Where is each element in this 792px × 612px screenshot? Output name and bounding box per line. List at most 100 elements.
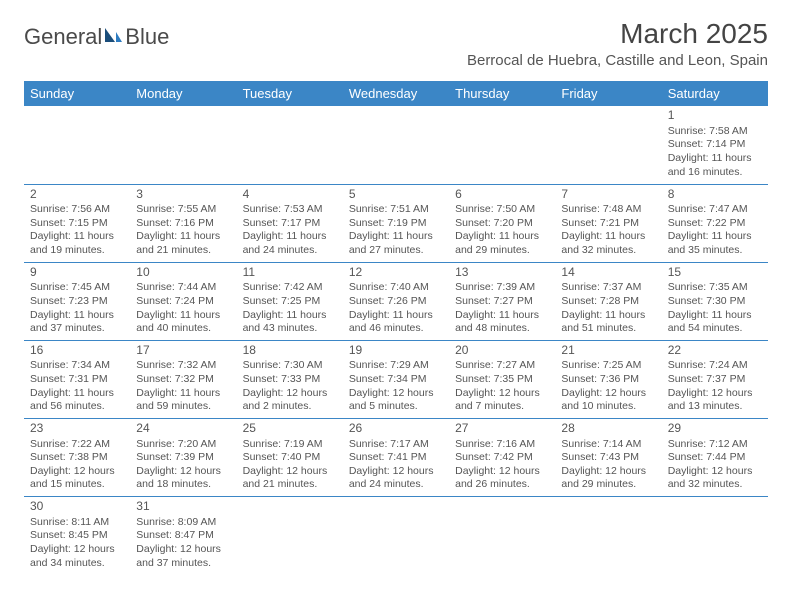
logo-text-2: Blue	[125, 24, 169, 50]
sunset-line: Sunset: 8:45 PM	[30, 529, 124, 543]
day-cell: 4Sunrise: 7:53 AMSunset: 7:17 PMDaylight…	[237, 184, 343, 262]
sunset-line: Sunset: 7:26 PM	[349, 295, 443, 309]
day-number: 17	[136, 343, 230, 359]
logo: General Blue	[24, 24, 169, 50]
daylight-line-2: and 37 minutes.	[30, 322, 124, 336]
daylight-line-1: Daylight: 12 hours	[455, 465, 549, 479]
day-number: 29	[668, 421, 762, 437]
day-cell: 11Sunrise: 7:42 AMSunset: 7:25 PMDayligh…	[237, 262, 343, 340]
day-number: 14	[561, 265, 655, 281]
day-number: 26	[349, 421, 443, 437]
daylight-line-1: Daylight: 12 hours	[30, 543, 124, 557]
daylight-line-2: and 2 minutes.	[243, 400, 337, 414]
sail-icon	[103, 26, 123, 49]
day-number: 8	[668, 187, 762, 203]
sunrise-line: Sunrise: 8:11 AM	[30, 516, 124, 530]
sunrise-line: Sunrise: 7:56 AM	[30, 203, 124, 217]
empty-cell	[662, 497, 768, 575]
day-cell: 17Sunrise: 7:32 AMSunset: 7:32 PMDayligh…	[130, 340, 236, 418]
sunrise-line: Sunrise: 7:53 AM	[243, 203, 337, 217]
daylight-line-2: and 29 minutes.	[455, 244, 549, 258]
sunrise-line: Sunrise: 7:39 AM	[455, 281, 549, 295]
day-number: 28	[561, 421, 655, 437]
location-subtitle: Berrocal de Huebra, Castille and Leon, S…	[467, 52, 768, 69]
daylight-line-2: and 10 minutes.	[561, 400, 655, 414]
empty-cell	[555, 106, 661, 184]
day-cell: 30Sunrise: 8:11 AMSunset: 8:45 PMDayligh…	[24, 497, 130, 575]
day-cell: 2Sunrise: 7:56 AMSunset: 7:15 PMDaylight…	[24, 184, 130, 262]
daylight-line-1: Daylight: 12 hours	[136, 465, 230, 479]
daylight-line-1: Daylight: 12 hours	[243, 387, 337, 401]
daylight-line-1: Daylight: 12 hours	[30, 465, 124, 479]
daylight-line-1: Daylight: 11 hours	[243, 309, 337, 323]
sunset-line: Sunset: 7:42 PM	[455, 451, 549, 465]
daylight-line-2: and 7 minutes.	[455, 400, 549, 414]
sunrise-line: Sunrise: 7:50 AM	[455, 203, 549, 217]
empty-cell	[449, 497, 555, 575]
daylight-line-1: Daylight: 11 hours	[561, 309, 655, 323]
daylight-line-1: Daylight: 12 hours	[349, 465, 443, 479]
calendar-row: 9Sunrise: 7:45 AMSunset: 7:23 PMDaylight…	[24, 262, 768, 340]
day-cell: 9Sunrise: 7:45 AMSunset: 7:23 PMDaylight…	[24, 262, 130, 340]
sunrise-line: Sunrise: 7:22 AM	[30, 438, 124, 452]
daylight-line-2: and 43 minutes.	[243, 322, 337, 336]
empty-cell	[237, 497, 343, 575]
calendar-row: 1Sunrise: 7:58 AMSunset: 7:14 PMDaylight…	[24, 106, 768, 184]
sunset-line: Sunset: 7:22 PM	[668, 217, 762, 231]
sunrise-line: Sunrise: 7:45 AM	[30, 281, 124, 295]
daylight-line-2: and 32 minutes.	[561, 244, 655, 258]
sunrise-line: Sunrise: 7:29 AM	[349, 359, 443, 373]
sunset-line: Sunset: 7:39 PM	[136, 451, 230, 465]
daylight-line-1: Daylight: 11 hours	[30, 387, 124, 401]
daylight-line-1: Daylight: 11 hours	[136, 230, 230, 244]
calendar-row: 16Sunrise: 7:34 AMSunset: 7:31 PMDayligh…	[24, 340, 768, 418]
sunrise-line: Sunrise: 7:19 AM	[243, 438, 337, 452]
daylight-line-2: and 26 minutes.	[455, 478, 549, 492]
sunrise-line: Sunrise: 7:20 AM	[136, 438, 230, 452]
weekday-header-row: Sunday Monday Tuesday Wednesday Thursday…	[24, 81, 768, 106]
day-number: 31	[136, 499, 230, 515]
day-number: 27	[455, 421, 549, 437]
day-cell: 27Sunrise: 7:16 AMSunset: 7:42 PMDayligh…	[449, 418, 555, 496]
weekday-header: Saturday	[662, 81, 768, 106]
day-cell: 28Sunrise: 7:14 AMSunset: 7:43 PMDayligh…	[555, 418, 661, 496]
day-number: 3	[136, 187, 230, 203]
daylight-line-1: Daylight: 11 hours	[455, 230, 549, 244]
day-number: 4	[243, 187, 337, 203]
sunrise-line: Sunrise: 7:58 AM	[668, 125, 762, 139]
day-cell: 10Sunrise: 7:44 AMSunset: 7:24 PMDayligh…	[130, 262, 236, 340]
sunrise-line: Sunrise: 7:24 AM	[668, 359, 762, 373]
day-cell: 3Sunrise: 7:55 AMSunset: 7:16 PMDaylight…	[130, 184, 236, 262]
sunrise-line: Sunrise: 7:55 AM	[136, 203, 230, 217]
sunset-line: Sunset: 7:23 PM	[30, 295, 124, 309]
daylight-line-1: Daylight: 12 hours	[243, 465, 337, 479]
daylight-line-1: Daylight: 11 hours	[30, 309, 124, 323]
daylight-line-1: Daylight: 12 hours	[668, 387, 762, 401]
daylight-line-2: and 32 minutes.	[668, 478, 762, 492]
calendar-row: 2Sunrise: 7:56 AMSunset: 7:15 PMDaylight…	[24, 184, 768, 262]
sunset-line: Sunset: 7:33 PM	[243, 373, 337, 387]
sunset-line: Sunset: 7:28 PM	[561, 295, 655, 309]
sunrise-line: Sunrise: 7:17 AM	[349, 438, 443, 452]
day-number: 13	[455, 265, 549, 281]
day-number: 10	[136, 265, 230, 281]
daylight-line-1: Daylight: 12 hours	[136, 543, 230, 557]
day-number: 25	[243, 421, 337, 437]
sunset-line: Sunset: 7:38 PM	[30, 451, 124, 465]
day-cell: 24Sunrise: 7:20 AMSunset: 7:39 PMDayligh…	[130, 418, 236, 496]
day-cell: 19Sunrise: 7:29 AMSunset: 7:34 PMDayligh…	[343, 340, 449, 418]
daylight-line-2: and 48 minutes.	[455, 322, 549, 336]
daylight-line-2: and 21 minutes.	[243, 478, 337, 492]
day-cell: 20Sunrise: 7:27 AMSunset: 7:35 PMDayligh…	[449, 340, 555, 418]
sunrise-line: Sunrise: 7:32 AM	[136, 359, 230, 373]
daylight-line-2: and 59 minutes.	[136, 400, 230, 414]
sunset-line: Sunset: 7:19 PM	[349, 217, 443, 231]
day-number: 11	[243, 265, 337, 281]
day-number: 24	[136, 421, 230, 437]
empty-cell	[130, 106, 236, 184]
daylight-line-1: Daylight: 11 hours	[561, 230, 655, 244]
day-number: 30	[30, 499, 124, 515]
day-cell: 7Sunrise: 7:48 AMSunset: 7:21 PMDaylight…	[555, 184, 661, 262]
day-number: 2	[30, 187, 124, 203]
sunrise-line: Sunrise: 7:34 AM	[30, 359, 124, 373]
